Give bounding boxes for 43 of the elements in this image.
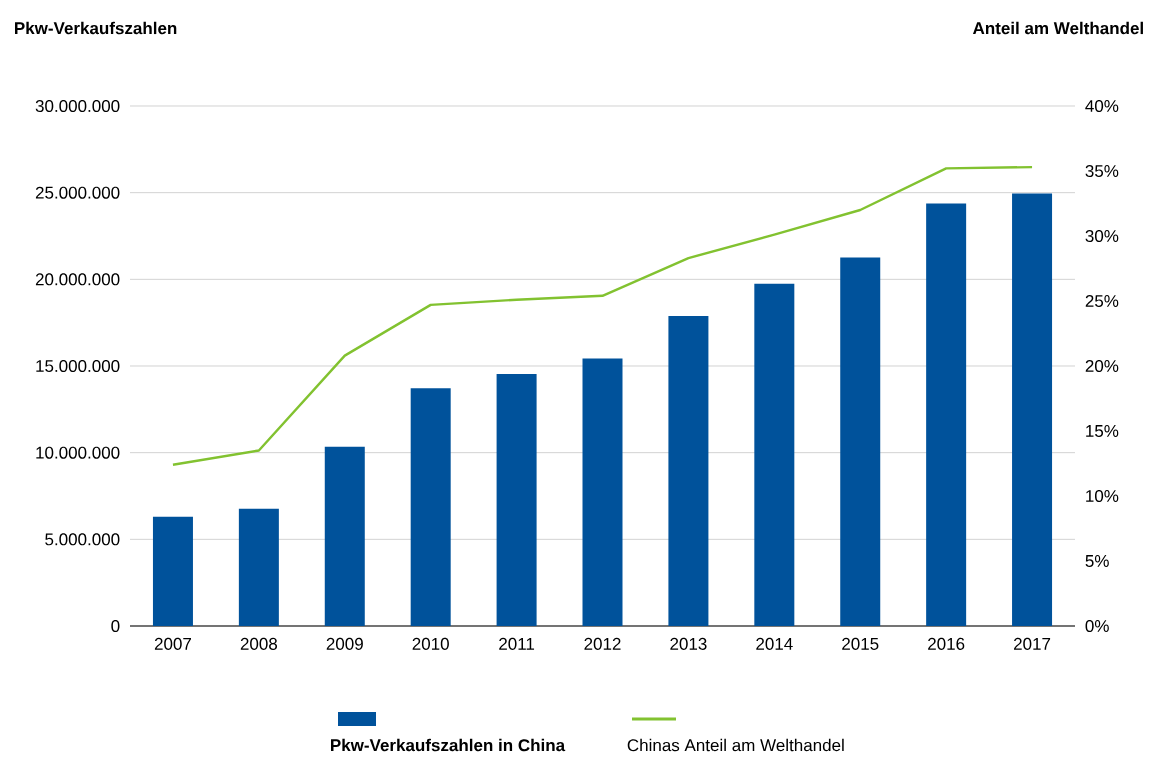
y2-tick-label: 15% (1086, 425, 1119, 438)
bar (410, 388, 451, 627)
bar (668, 316, 709, 627)
y-tick-label: 15.000.000 (36, 360, 120, 373)
legend-label: Chinas Anteil am Welthandel (627, 738, 844, 752)
y2-tick-label: 10% (1086, 490, 1119, 503)
y2-tick-label: 25% (1085, 295, 1119, 308)
y-axis-title: Pkw-Verkaufszahlen (15, 21, 177, 35)
bar (840, 257, 881, 627)
y2-tick-label: 40% (1085, 100, 1119, 113)
y-tick-label: 30.000.000 (35, 100, 120, 113)
bar (496, 374, 537, 627)
y2-tick-label: 20% (1085, 360, 1119, 373)
y-tick-label: 0 (111, 620, 120, 633)
y2-tick-label: 30% (1085, 230, 1119, 243)
legend-label: Pkw-Verkaufszahlen in China (331, 738, 566, 752)
x-tick-label: 2010 (412, 637, 449, 650)
x-tick-label: 2015 (842, 637, 879, 650)
y2-tick-label: 5% (1085, 555, 1109, 568)
y2-tick-label: 35% (1085, 165, 1119, 178)
y-tick-label: 5.000.000 (45, 533, 120, 546)
line-series (171, 165, 1034, 467)
y2-tick-label: 0% (1085, 620, 1109, 633)
bar (324, 446, 365, 627)
bar (238, 508, 279, 627)
bar (926, 203, 967, 627)
x-tick-label: 2012 (584, 637, 621, 650)
y-tick-label: 10.000.000 (36, 446, 120, 459)
bar (152, 516, 193, 627)
x-tick-label: 2013 (670, 637, 707, 650)
x-tick-label: 2016 (928, 637, 965, 650)
x-tick-label: 2009 (326, 637, 363, 650)
x-tick-label: 2011 (499, 637, 535, 650)
x-tick-label: 2007 (154, 637, 191, 650)
bar (582, 358, 623, 627)
x-tick-label: 2008 (240, 637, 278, 650)
y-tick-label: 20.000.000 (35, 273, 120, 286)
x-tick-label: 2017 (1014, 637, 1051, 650)
bar (754, 283, 795, 627)
y-tick-label: 25.000.000 (35, 186, 120, 199)
x-tick-label: 2014 (756, 637, 793, 650)
bar (1012, 193, 1053, 627)
y2-axis-title: Anteil am Welthandel (972, 21, 1143, 35)
